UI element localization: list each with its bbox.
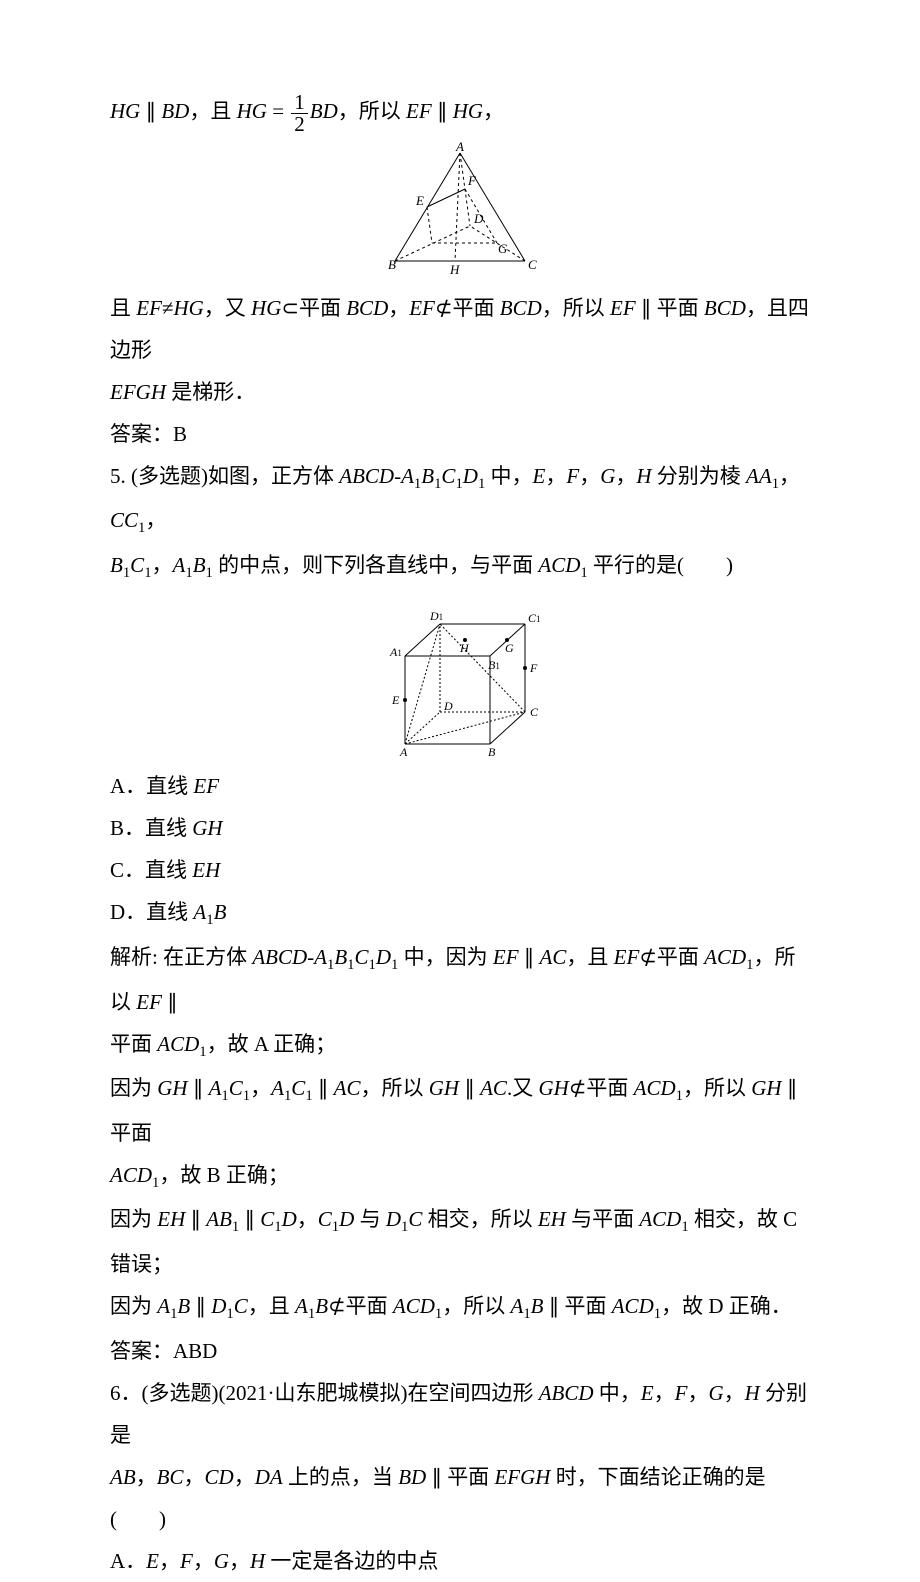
svg-text:G: G: [498, 241, 508, 256]
svg-text:F: F: [529, 661, 538, 675]
svg-text:B: B: [388, 257, 396, 272]
text: ，: [483, 99, 504, 123]
svg-text:E: E: [415, 193, 424, 208]
sol5-l4: ACD1，故 B 正确；: [110, 1154, 810, 1199]
svg-text:A: A: [455, 141, 464, 154]
svg-text:E: E: [391, 693, 400, 707]
sol5-l5: 因为 EH ∥ AB1 ∥ C1D，C1D 与 D1C 相交，所以 EH 与平面…: [110, 1198, 810, 1285]
text: HG: [237, 99, 267, 123]
svg-text:B: B: [488, 745, 496, 759]
text: HG: [110, 99, 140, 123]
svg-text:B1: B1: [488, 658, 500, 672]
text: ∥: [432, 99, 453, 123]
sol5-l6: 因为 A1B ∥ D1C，且 A1B⊄平面 ACD1，所以 A1B ∥ 平面 A…: [110, 1285, 810, 1330]
cube-figure: A B C D A1 B1 C1 D1 E F G H: [360, 594, 560, 759]
sol5-l1: 解析: 在正方体 ABCD-A1B1C1D1 中，因为 EF ∥ AC，且 EF…: [110, 936, 810, 1023]
text: =: [267, 99, 289, 123]
option-d: D．直线 A1B: [110, 891, 810, 936]
option-a: A．直线 EF: [110, 765, 810, 807]
q6-l1: 6．(多选题)(2021·山东肥城模拟)在空间四边形 ABCD 中，E，F，G，…: [110, 1372, 810, 1456]
svg-text:H: H: [459, 641, 470, 655]
text: BD: [310, 99, 338, 123]
text: BD: [161, 99, 189, 123]
q5-line2: B1C1，A1B1 的中点，则下列各直线中，与平面 ACD1 平行的是( ): [110, 544, 810, 589]
svg-text:G: G: [505, 641, 514, 655]
option-b: B．直线 GH: [110, 807, 810, 849]
svg-text:C: C: [530, 705, 539, 719]
text: ∥: [140, 99, 161, 123]
svg-text:A: A: [399, 745, 408, 759]
text: HG: [453, 99, 483, 123]
sol5-l3: 因为 GH ∥ A1C1，A1C1 ∥ AC，所以 GH ∥ AC.又 GH⊄平…: [110, 1067, 810, 1154]
text: EF: [406, 99, 432, 123]
q5-line1: 5. (多选题)如图，正方体 ABCD-A1B1C1D1 中，E，F，G，H 分…: [110, 455, 810, 544]
svg-text:D1: D1: [429, 609, 443, 623]
intro-line: HG ∥ BD，且 HG = 12BD，所以 EF ∥ HG，: [110, 90, 810, 135]
svg-text:D: D: [443, 699, 453, 713]
svg-text:C: C: [528, 257, 537, 272]
tetrahedron-figure: A B C D E F G H: [370, 141, 550, 281]
option-c: C．直线 EH: [110, 849, 810, 891]
q6-l2: AB，BC，CD，DA 上的点，当 BD ∥ 平面 EFGH 时，下面结论正确的…: [110, 1456, 810, 1540]
answer-5: 答案：ABD: [110, 1330, 810, 1372]
text: ，所以: [338, 99, 406, 123]
sol5-l2: 平面 ACD1，故 A 正确；: [110, 1023, 810, 1068]
text: ，且: [189, 99, 236, 123]
svg-text:F: F: [467, 173, 477, 188]
svg-text:D: D: [473, 211, 484, 226]
fraction: 12: [291, 92, 308, 135]
para2b: EFGH 是梯形．: [110, 371, 810, 413]
svg-text:C1: C1: [528, 611, 541, 625]
q6-optA: A．E，F，G，H 一定是各边的中点: [110, 1540, 810, 1582]
svg-text:H: H: [449, 262, 460, 277]
answer-4: 答案：B: [110, 413, 810, 455]
para2: 且 EF≠HG，又 HG⊂平面 BCD，EF⊄平面 BCD，所以 EF ∥ 平面…: [110, 287, 810, 371]
svg-text:A1: A1: [389, 645, 402, 659]
